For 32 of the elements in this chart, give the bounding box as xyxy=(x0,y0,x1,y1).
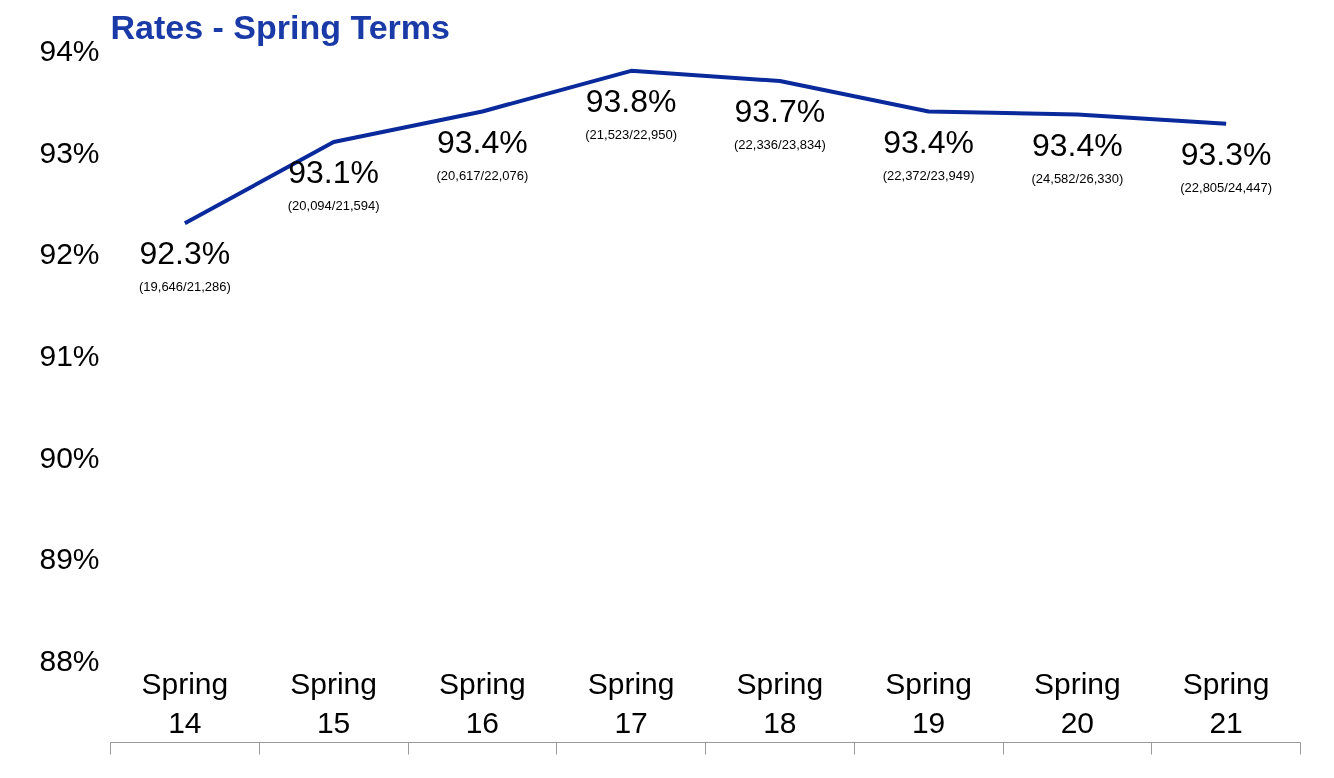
data-label: 93.8% xyxy=(585,82,677,119)
annotation: (21,523/22,950) xyxy=(585,126,678,142)
data-label: 93.4% xyxy=(883,123,974,160)
chart-title: Rates - Spring Terms xyxy=(110,7,450,46)
annotation: (19,646/21,286) xyxy=(138,279,231,295)
data-label: 93.4% xyxy=(437,123,528,160)
data-label: 93.3% xyxy=(1180,135,1272,172)
x-tick-label: Spring 15 xyxy=(290,666,377,740)
y-tick-label: 91% xyxy=(39,339,100,372)
y-tick-label: 94% xyxy=(39,34,100,67)
x-tick-label: Spring 21 xyxy=(1182,666,1270,740)
data-label: 93.7% xyxy=(734,93,826,129)
annotation: (22,805/24,447) xyxy=(1180,179,1273,195)
x-tick-label: Spring 18 xyxy=(736,666,824,740)
x-tick-label: Spring 19 xyxy=(885,666,972,740)
y-tick-label: 90% xyxy=(39,440,100,474)
x-tick-label: Spring 17 xyxy=(587,666,675,740)
data-label: 93.1% xyxy=(288,154,379,190)
x-tick-label: Spring 16 xyxy=(439,666,526,740)
x-tick-label: Spring 14 xyxy=(141,666,229,740)
annotation: (22,336/23,834) xyxy=(733,137,826,152)
x-tick-label: Spring 20 xyxy=(1034,666,1121,740)
annotation: (20,094/21,594) xyxy=(287,198,380,213)
data-label: 92.3% xyxy=(139,235,231,272)
y-tick-label: 89% xyxy=(39,542,100,576)
y-tick-label: 92% xyxy=(39,237,100,271)
y-tick-label: 88% xyxy=(39,644,100,677)
annotation: (22,372/23,949) xyxy=(882,167,975,183)
annotation: (20,617/22,076) xyxy=(436,167,529,183)
y-tick-label: 93% xyxy=(39,135,100,169)
data-label: 93.4% xyxy=(1032,126,1123,163)
annotation: (24,582/26,330) xyxy=(1031,170,1124,186)
